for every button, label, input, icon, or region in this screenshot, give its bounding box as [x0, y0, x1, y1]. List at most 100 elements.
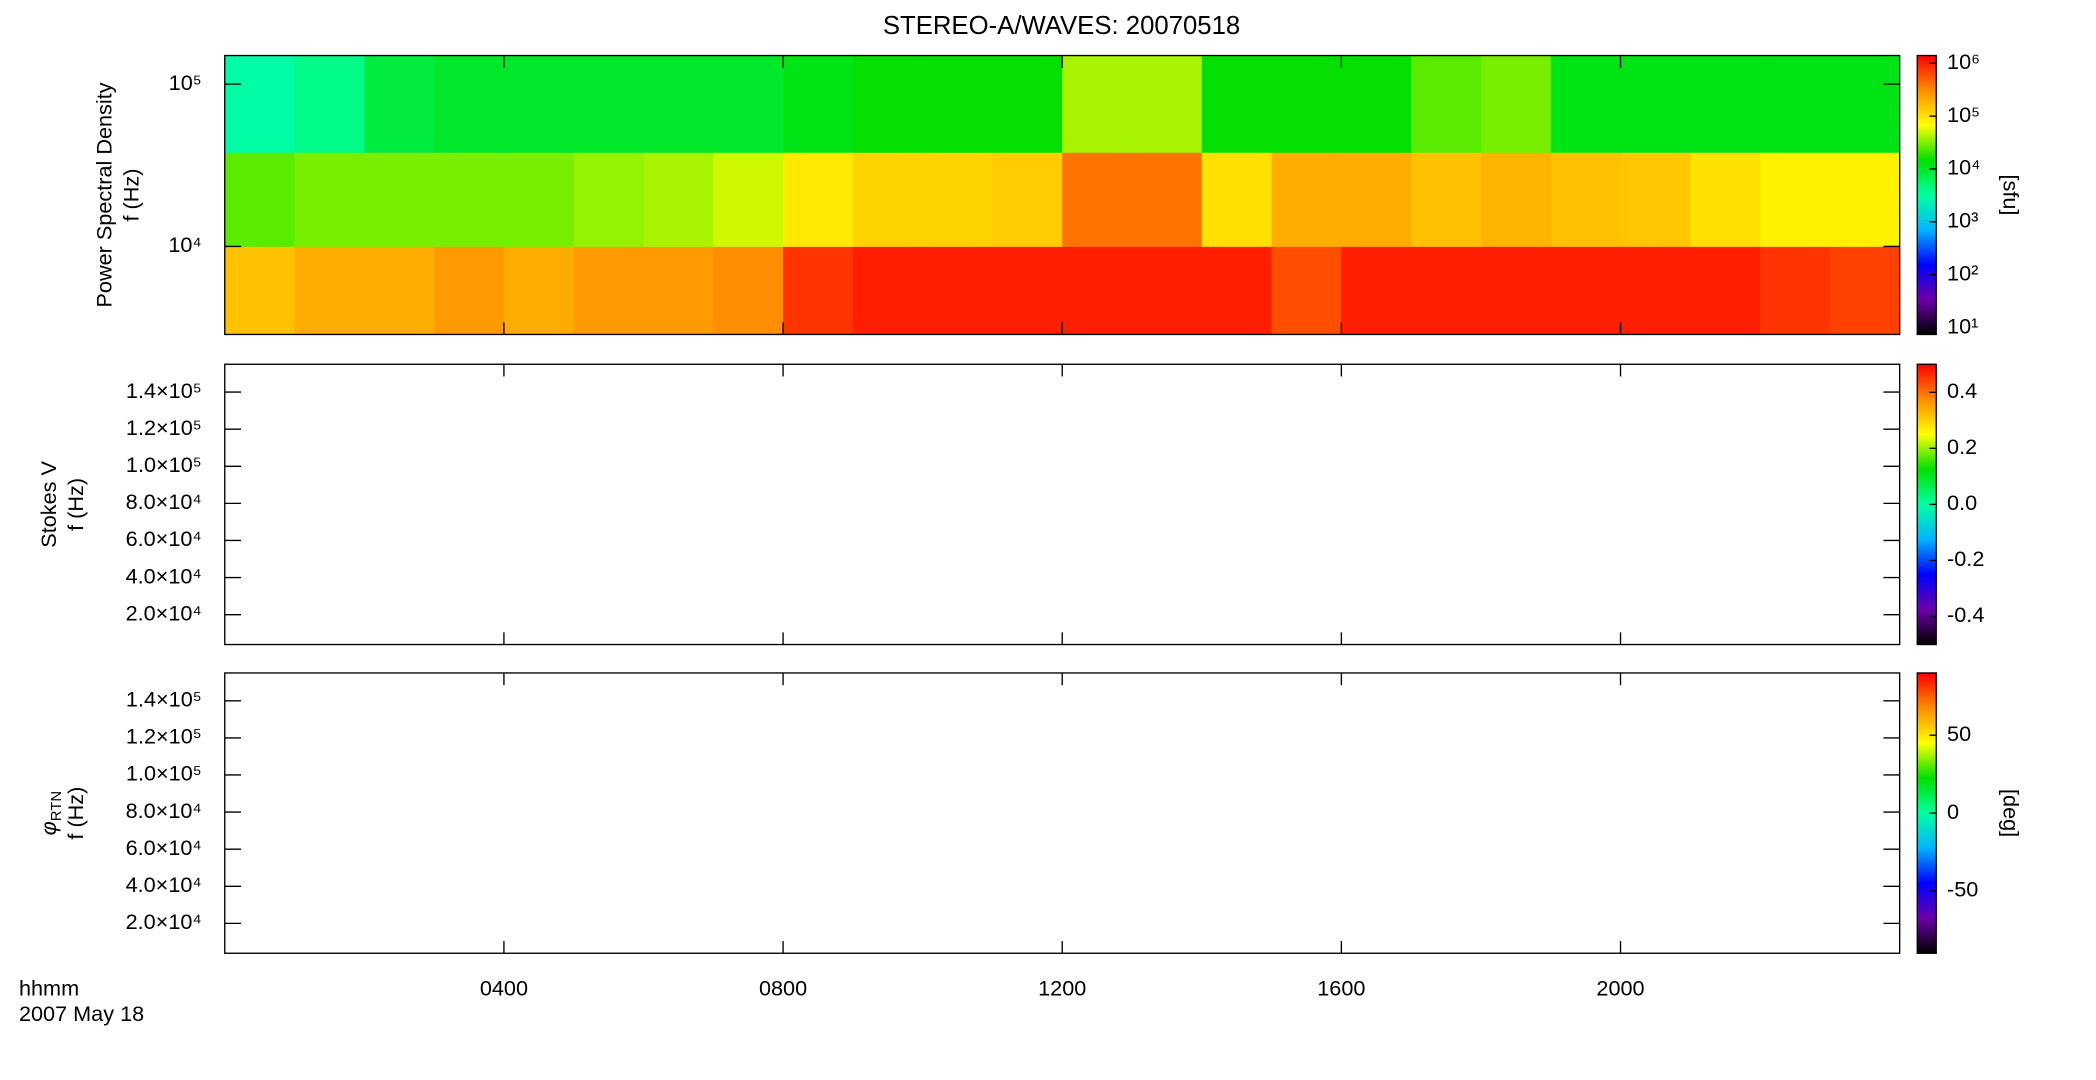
heatmap-cell	[1341, 55, 1412, 153]
colorbar-tick-label: 50	[1947, 721, 1971, 746]
y-tick-label: 8.0×10⁴	[126, 489, 202, 514]
heatmap-cell	[1201, 55, 1272, 153]
heatmap-cell	[852, 152, 924, 247]
heatmap-cell	[1620, 152, 1691, 247]
y-tick-label: 1.2×10⁵	[126, 724, 202, 749]
y-tick-label: 6.0×10⁴	[126, 835, 202, 860]
heatmap-cell	[294, 152, 365, 247]
colorbar-tick-label: 10³	[1947, 208, 1978, 233]
heatmap-cell	[1062, 55, 1133, 153]
x-tick-label: 1600	[1317, 976, 1365, 1001]
y-axis-label: Stokes V	[36, 461, 61, 548]
colorbar-tick-label: 10²	[1947, 260, 1978, 285]
x-axis-label: 2007 May 18	[19, 1001, 144, 1026]
colorbar-tick-label: 10¹	[1947, 313, 1978, 338]
x-tick-label: 2000	[1596, 976, 1644, 1001]
heatmap-cell	[852, 55, 924, 153]
heatmap-cell	[1411, 246, 1482, 335]
y-tick-label: 10⁴	[168, 232, 201, 257]
heatmap-cell	[1690, 152, 1761, 247]
y-tick-label: 10⁵	[169, 70, 202, 95]
colorbar-tick-label: 10⁵	[1947, 102, 1980, 127]
heatmap-cell	[1829, 152, 1901, 247]
heatmap-cell	[573, 152, 644, 247]
y-tick-label: 4.0×10⁴	[126, 872, 202, 897]
heatmap-cell	[1760, 152, 1831, 247]
x-axis-label: hhmm	[19, 976, 79, 1001]
heatmap-cell	[783, 55, 854, 153]
heatmap-cell	[1550, 55, 1621, 153]
heatmap-cell	[992, 246, 1063, 335]
heatmap-cell	[1411, 55, 1482, 153]
heatmap-cell	[783, 246, 854, 335]
heatmap-cell	[364, 55, 435, 153]
heatmap-cell	[224, 246, 295, 335]
heatmap-cell	[1620, 55, 1691, 153]
heatmap-cell	[1550, 246, 1621, 335]
heatmap-cell	[1829, 246, 1901, 335]
heatmap-cell	[1829, 55, 1901, 153]
y-axis-label-symbol: φ	[36, 821, 61, 835]
y-tick-label: 1.0×10⁵	[126, 452, 202, 477]
heatmap-cell	[503, 55, 575, 153]
heatmap-cell	[1480, 246, 1552, 335]
heatmap-cell	[434, 152, 505, 247]
colorbar-label: [sfu]	[1999, 175, 2024, 216]
colorbar-label: [deg]	[1999, 789, 2024, 837]
heatmap-cell	[643, 152, 714, 247]
heatmap-cell	[573, 246, 644, 335]
heatmap-cell	[224, 152, 295, 247]
heatmap-cell	[992, 55, 1063, 153]
y-axis-label-subscript: RTN	[49, 791, 65, 821]
heatmap-cell	[1271, 152, 1342, 247]
heatmap-cell	[713, 246, 784, 335]
heatmap-cell	[1271, 55, 1342, 153]
heatmap-cell	[503, 152, 575, 247]
y-tick-label: 1.2×10⁵	[126, 415, 202, 440]
heatmap-cell	[1480, 55, 1552, 153]
heatmap-cell	[1341, 152, 1412, 247]
heatmap-cell	[1620, 246, 1691, 335]
heatmap-cell	[1760, 246, 1831, 335]
heatmap-cell	[1201, 246, 1272, 335]
y-axis-label: f (Hz)	[63, 787, 88, 840]
y-tick-label: 8.0×10⁴	[126, 798, 202, 823]
heatmap-cell	[922, 246, 993, 335]
heatmap-cell	[783, 152, 854, 247]
heatmap-cell	[434, 55, 505, 153]
y-axis-label: f (Hz)	[63, 478, 88, 531]
heatmap-cell	[713, 152, 784, 247]
heatmap-cell	[1550, 152, 1621, 247]
heatmap-cell	[294, 55, 365, 153]
heatmap-cell	[573, 55, 644, 153]
colorbar-tick-label: -50	[1947, 877, 1978, 902]
colorbar-tick-label: -0.4	[1947, 602, 1984, 627]
heatmap-cell	[922, 55, 993, 153]
heatmap-cell	[643, 55, 714, 153]
colorbar-tick-label: 10⁶	[1947, 49, 1980, 74]
heatmap-cell	[643, 246, 714, 335]
x-tick-label: 0400	[480, 976, 528, 1001]
y-tick-label: 4.0×10⁴	[126, 563, 202, 588]
heatmap-cell	[1690, 246, 1761, 335]
colorbar-tick-label: 0.2	[1947, 434, 1977, 459]
chart-title: STEREO-A/WAVES: 20070518	[883, 12, 1240, 40]
y-tick-label: 2.0×10⁴	[126, 600, 202, 625]
heatmap-cell	[294, 246, 365, 335]
x-tick-label: 1200	[1038, 976, 1086, 1001]
y-axis-label: f (Hz)	[118, 169, 143, 222]
colorbar-tick-label: 0.4	[1947, 378, 1977, 403]
y-axis-label: Power Spectral Density	[91, 82, 116, 307]
y-axis-label: φRTN	[36, 791, 65, 835]
heatmap-cell	[1411, 152, 1482, 247]
heatmap-cell	[1690, 55, 1761, 153]
heatmap-cell	[1760, 55, 1831, 153]
heatmap-cell	[992, 152, 1063, 247]
heatmap-cell	[852, 246, 924, 335]
heatmap-cell	[1480, 152, 1552, 247]
x-tick-label: 0800	[759, 976, 807, 1001]
heatmap-cell	[1271, 246, 1342, 335]
heatmap-cell	[364, 152, 435, 247]
heatmap-cell	[1201, 152, 1272, 247]
